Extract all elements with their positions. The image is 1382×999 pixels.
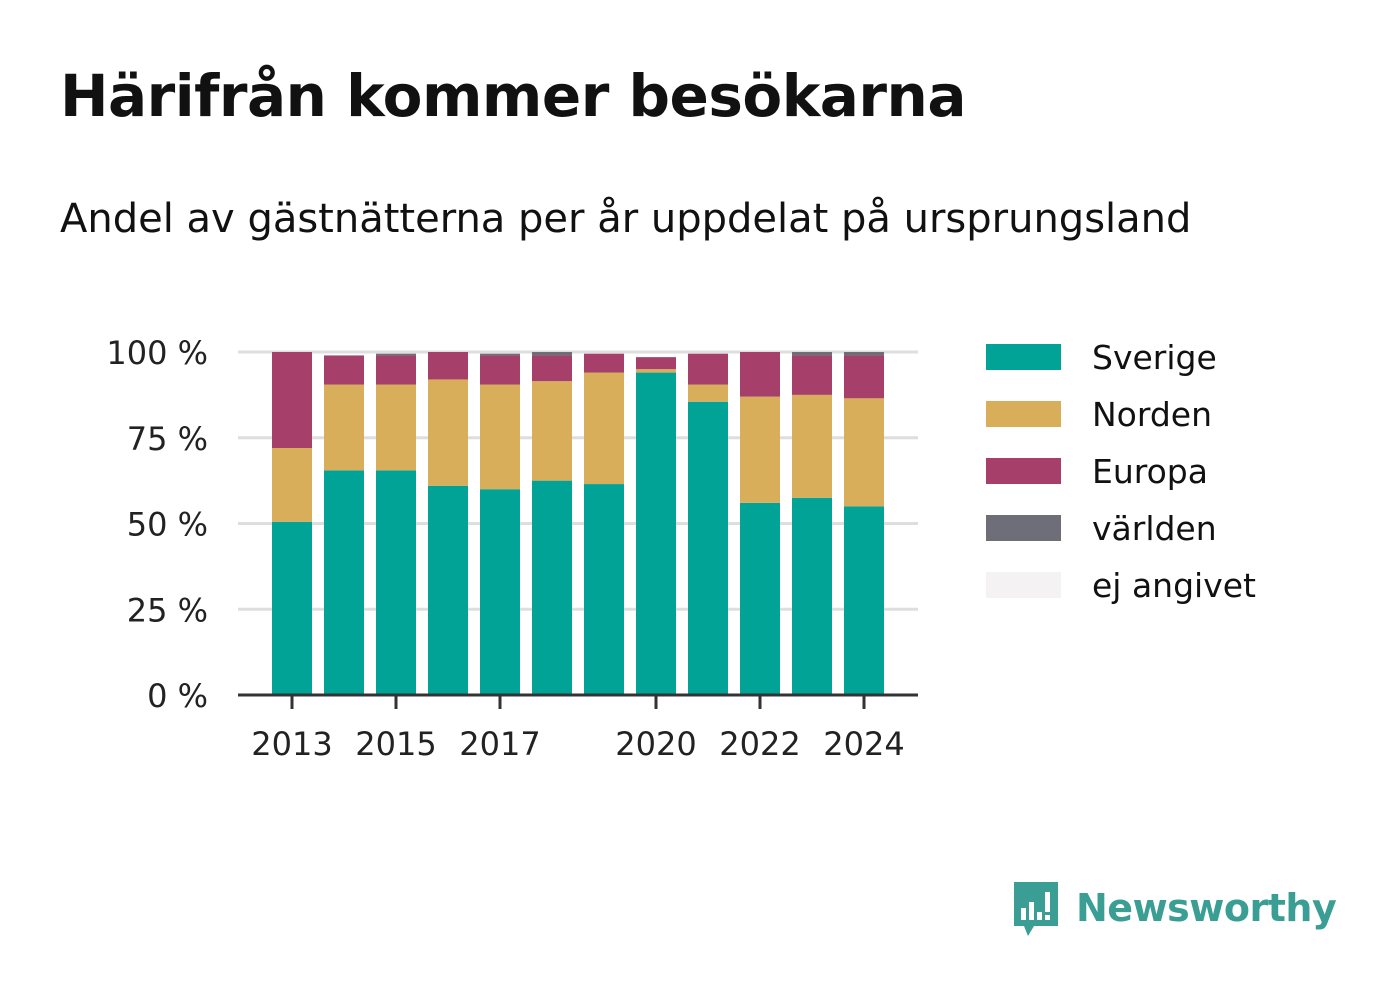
bar-segment-europa: [324, 355, 364, 385]
bar-segment-europa: [376, 355, 416, 385]
y-tick-label: 100 %: [106, 334, 208, 372]
x-tick-label: 2024: [823, 725, 904, 763]
brand-name: Newsworthy: [1076, 886, 1337, 930]
bar-segment-världen: [532, 352, 572, 356]
legend-label: Sverige: [1092, 338, 1217, 377]
x-tick-label: 2017: [459, 725, 540, 763]
bar-segment-världen: [480, 353, 520, 356]
bar-segment-norden: [324, 384, 364, 471]
axes: 0 % 25 % 50 % 75 % 100 % 2013 2015 2017 2020 2022…: [106, 334, 918, 763]
bar-segment-europa: [428, 352, 468, 380]
bar-segment-sverige: [428, 485, 468, 695]
y-tick-label: 75 %: [127, 420, 208, 458]
bar-segment-sverige: [792, 497, 832, 695]
x-tick-label: 2015: [355, 725, 436, 763]
chart-title: Härifrån kommer besökarna: [60, 62, 966, 130]
bar-segment-norden: [740, 396, 780, 503]
bar-segment-sverige: [480, 489, 520, 695]
bar-segment-europa: [272, 352, 312, 449]
bar-segment-norden: [584, 372, 624, 485]
bar-segment-norden: [428, 379, 468, 486]
bar-segment-sverige: [844, 506, 884, 695]
legend-swatch: [986, 344, 1061, 370]
legend-swatch: [986, 515, 1061, 541]
bar-segment-världen: [844, 352, 884, 356]
x-tick-label: 2013: [251, 725, 332, 763]
legend-label: Norden: [1092, 395, 1212, 434]
bar-segment-sverige: [584, 484, 624, 695]
legend-swatch: [986, 458, 1061, 484]
bar-segment-norden: [272, 448, 312, 522]
y-tick-label: 50 %: [127, 506, 208, 544]
bar-segment-sverige: [688, 401, 728, 695]
x-tick-label: 2022: [719, 725, 800, 763]
bar-segment-norden: [480, 384, 520, 490]
legend: Sverige Norden Europa världen ej angivet: [986, 338, 1256, 605]
bars: [272, 352, 884, 695]
bar-segment-norden: [844, 398, 884, 507]
bar-segment-norden: [532, 381, 572, 481]
bar-segment-europa: [636, 357, 676, 370]
bar-segment-europa: [740, 352, 780, 397]
legend-swatch: [986, 401, 1061, 427]
legend-label: ej angivet: [1092, 566, 1256, 605]
bar-segment-världen: [376, 353, 416, 356]
bar-segment-sverige: [636, 372, 676, 695]
bar-segment-europa: [584, 353, 624, 373]
bar-segment-norden: [376, 384, 416, 471]
bar-segment-europa: [532, 355, 572, 382]
chart-subtitle: Andel av gästnätterna per år uppdelat på…: [60, 196, 1192, 242]
bar-segment-norden: [636, 369, 676, 373]
bar-segment-sverige: [324, 470, 364, 695]
bar-segment-europa: [480, 355, 520, 385]
bar-segment-norden: [688, 384, 728, 402]
y-tick-label: 0 %: [147, 677, 208, 715]
x-tick-label: 2020: [615, 725, 696, 763]
bar-segment-sverige: [272, 521, 312, 695]
bar-segment-världen: [792, 352, 832, 356]
bar-segment-sverige: [740, 502, 780, 695]
newsworthy-brand: Newsworthy: [1010, 878, 1337, 938]
legend-swatch: [986, 572, 1061, 598]
bar-segment-europa: [844, 355, 884, 399]
legend-label: Europa: [1092, 452, 1208, 491]
legend-label: världen: [1092, 509, 1217, 548]
bar-segment-europa: [688, 353, 728, 385]
bar-segment-europa: [792, 355, 832, 395]
newsworthy-logo-icon: [1014, 882, 1058, 936]
bar-segment-norden: [792, 394, 832, 498]
y-tick-label: 25 %: [127, 591, 208, 629]
bar-segment-sverige: [532, 480, 572, 695]
bar-segment-sverige: [376, 470, 416, 695]
